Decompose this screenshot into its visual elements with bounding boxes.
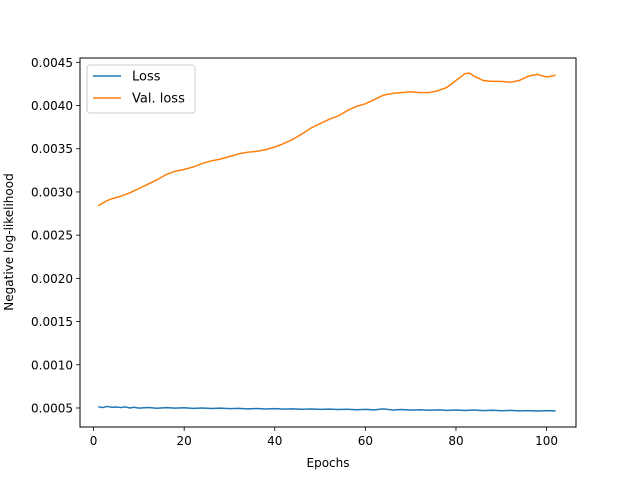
x-tick-label: 0 xyxy=(90,434,98,448)
series-line-loss xyxy=(97,405,556,412)
legend-box xyxy=(86,64,196,114)
y-tick-label: 0.0035 xyxy=(31,142,73,156)
series-line-val-loss xyxy=(97,72,556,207)
y-axis-label: Negative log-likelihood xyxy=(2,173,16,310)
y-tick-label: 0.0015 xyxy=(31,315,73,329)
y-tick-label: 0.0005 xyxy=(31,401,73,415)
axes-frame xyxy=(79,57,577,428)
plot-area xyxy=(97,72,556,412)
y-tick-label: 0.0030 xyxy=(31,185,73,199)
x-tick-label: 60 xyxy=(358,434,373,448)
x-tick-label: 20 xyxy=(177,434,192,448)
x-tick-label: 80 xyxy=(448,434,463,448)
x-axis: 0 20 40 60 80 100 xyxy=(90,427,558,448)
x-tick-label: 40 xyxy=(267,434,282,448)
y-tick-label: 0.0040 xyxy=(31,99,73,113)
y-tick-label: 0.0025 xyxy=(31,229,73,243)
legend: Loss Val. loss xyxy=(86,64,196,114)
x-axis-label: Epochs xyxy=(307,456,350,470)
y-tick-label: 0.0010 xyxy=(31,358,73,372)
y-axis: 0.0005 0.0010 0.0015 0.0020 0.0025 0.0030 0.00… xyxy=(31,56,80,415)
x-tick-label: 100 xyxy=(535,434,558,448)
y-tick-label: 0.0020 xyxy=(31,272,73,286)
legend-label-loss: Loss xyxy=(132,70,161,85)
y-tick-label: 0.0045 xyxy=(31,56,73,70)
legend-label-val-loss: Val. loss xyxy=(132,92,185,107)
